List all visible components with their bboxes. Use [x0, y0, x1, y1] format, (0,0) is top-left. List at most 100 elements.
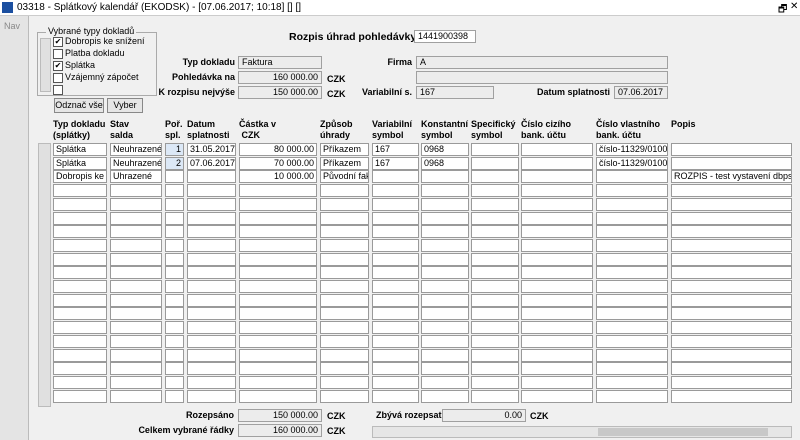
table-cell[interactable] [596, 334, 668, 348]
table-cell[interactable]: 10 000.00 [239, 170, 317, 184]
table-cell[interactable] [165, 362, 184, 376]
table-cell[interactable] [521, 184, 593, 198]
table-cell[interactable] [187, 348, 236, 362]
table-cell[interactable]: Původní faktur [320, 170, 369, 184]
table-cell[interactable] [187, 252, 236, 266]
checkbox[interactable]: ✔ [53, 61, 63, 71]
table-cell[interactable] [165, 266, 184, 280]
table-cell[interactable] [53, 252, 107, 266]
table-cell[interactable] [53, 211, 107, 225]
table-cell[interactable] [239, 266, 317, 280]
table-cell[interactable] [421, 280, 469, 293]
field-value[interactable]: 167 [416, 86, 494, 99]
table-cell[interactable] [187, 238, 236, 252]
table-cell[interactable] [372, 197, 419, 211]
table-cell[interactable] [110, 266, 162, 280]
table-cell[interactable]: Uhrazené [110, 170, 162, 184]
table-cell[interactable]: číslo-11329/0100 [596, 143, 668, 156]
table-cell[interactable] [671, 321, 792, 335]
table-cell[interactable] [320, 225, 369, 239]
table-cell[interactable]: 167 [372, 156, 419, 170]
table-cell[interactable] [165, 307, 184, 321]
table-cell[interactable] [471, 184, 519, 198]
table-cell[interactable] [165, 321, 184, 335]
table-cell[interactable] [53, 293, 107, 307]
table-cell[interactable] [421, 293, 469, 307]
table-cell[interactable] [239, 307, 317, 321]
table-cell[interactable] [110, 307, 162, 321]
table-cell[interactable] [372, 252, 419, 266]
table-cell[interactable] [471, 211, 519, 225]
table-cell[interactable]: Dobropis ke sní [53, 170, 107, 184]
table-cell[interactable] [239, 375, 317, 389]
table-cell[interactable] [187, 280, 236, 293]
table-cell[interactable] [421, 362, 469, 376]
table-cell[interactable] [187, 321, 236, 335]
table-cell[interactable] [421, 389, 469, 403]
table-cell[interactable] [372, 184, 419, 198]
table-cell[interactable] [671, 252, 792, 266]
table-cell[interactable] [521, 197, 593, 211]
table-cell[interactable]: 07.06.2017 [187, 156, 236, 170]
table-cell[interactable] [471, 280, 519, 293]
table-cell[interactable] [187, 293, 236, 307]
table-cell[interactable] [187, 184, 236, 198]
table-cell[interactable] [671, 211, 792, 225]
button[interactable]: Odznač vše [54, 98, 104, 113]
table-cell[interactable] [596, 321, 668, 335]
table-cell[interactable] [372, 211, 419, 225]
table-cell[interactable] [53, 362, 107, 376]
table-cell[interactable] [372, 238, 419, 252]
table-cell[interactable] [239, 280, 317, 293]
table-cell[interactable] [521, 362, 593, 376]
table-cell[interactable] [110, 348, 162, 362]
table-cell[interactable] [165, 375, 184, 389]
table-cell[interactable] [421, 184, 469, 198]
table-cell[interactable]: 80 000.00 [239, 143, 317, 156]
table-cell[interactable] [521, 170, 593, 184]
table-cell[interactable]: ROZPIS - test vystavení dbps se zn [671, 170, 792, 184]
checkbox[interactable] [53, 85, 63, 95]
table-cell[interactable] [320, 321, 369, 335]
table-cell[interactable] [165, 211, 184, 225]
table-cell[interactable] [372, 334, 419, 348]
table-cell[interactable] [239, 348, 317, 362]
table-cell[interactable] [320, 252, 369, 266]
table-cell[interactable] [671, 389, 792, 403]
table-cell[interactable] [53, 225, 107, 239]
table-cell[interactable] [471, 143, 519, 156]
table-cell[interactable] [471, 197, 519, 211]
field-value[interactable]: Faktura [238, 56, 322, 69]
table-cell[interactable] [471, 348, 519, 362]
table-cell[interactable] [110, 389, 162, 403]
table-cell[interactable] [320, 375, 369, 389]
table-cell[interactable] [471, 225, 519, 239]
table-cell[interactable] [372, 375, 419, 389]
table-cell[interactable] [53, 184, 107, 198]
table-cell[interactable] [471, 293, 519, 307]
table-cell[interactable]: Splátka [53, 156, 107, 170]
table-cell[interactable] [421, 238, 469, 252]
table-cell[interactable]: 1 [165, 143, 184, 156]
table-cell[interactable] [372, 307, 419, 321]
table-cell[interactable] [521, 211, 593, 225]
table-cell[interactable] [165, 197, 184, 211]
table-cell[interactable] [110, 184, 162, 198]
table-cell[interactable] [596, 348, 668, 362]
table-cell[interactable] [421, 197, 469, 211]
table-cell[interactable] [521, 307, 593, 321]
table-cell[interactable] [110, 334, 162, 348]
table-cell[interactable] [671, 197, 792, 211]
table-cell[interactable] [110, 252, 162, 266]
table-cell[interactable] [671, 143, 792, 156]
table-cell[interactable] [596, 184, 668, 198]
table-cell[interactable] [596, 170, 668, 184]
table-cell[interactable]: Příkazem [320, 143, 369, 156]
table-cell[interactable]: 0968 [421, 156, 469, 170]
table-cell[interactable] [421, 252, 469, 266]
table-cell[interactable] [187, 375, 236, 389]
table-cell[interactable] [671, 362, 792, 376]
table-cell[interactable] [671, 225, 792, 239]
table-cell[interactable] [53, 321, 107, 335]
table-cell[interactable] [421, 266, 469, 280]
